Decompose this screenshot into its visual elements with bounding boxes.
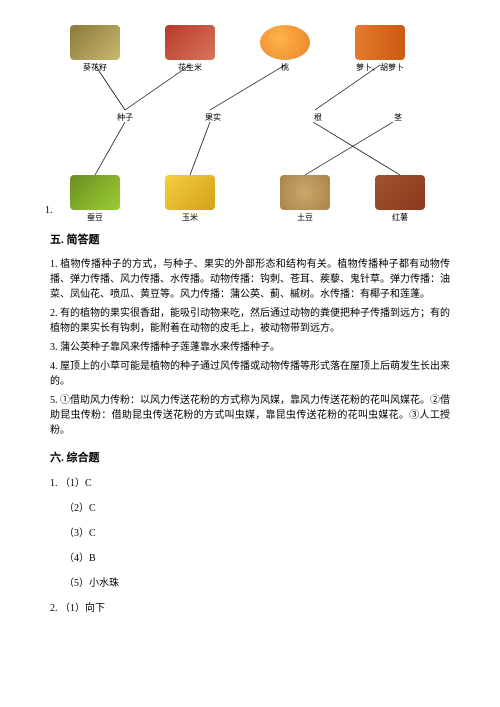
qa5-4: 4. 屋顶上的小草可能是植物的种子通过风传播或动物传播等形式落在屋顶上后萌发生长… [50, 359, 450, 389]
label-sweetpotato: 红薯 [370, 212, 430, 224]
img-peanut [165, 25, 215, 60]
q1-part2: （2）C [64, 501, 450, 516]
qa5-2: 2. 有的植物的果实很香甜，能吸引动物来吃，然后通过动物的粪便把种子传播到远方；… [50, 306, 450, 336]
img-peach [260, 25, 310, 60]
q1-answer-1: （1）C [60, 478, 92, 489]
q1-part3: （3）C [64, 526, 450, 541]
q1-part5: （5）小水珠 [64, 576, 450, 591]
img-sunflower-seed [70, 25, 120, 60]
q1-num: 1. [50, 478, 58, 489]
qa5-5: 5. ①借助风力传粉：以风力传送花粉的方式称为风媒，靠风力传送花粉的花叫风媒花。… [50, 393, 450, 438]
img-potato [280, 175, 330, 210]
img-sweetpotato [375, 175, 425, 210]
img-broadbean [70, 175, 120, 210]
q1-part1: 1. （1）C [50, 476, 450, 491]
img-corn [165, 175, 215, 210]
qa5-3: 3. 蒲公英种子靠风来传播种子莲蓬靠水来传播种子。 [50, 340, 450, 355]
question-number-1: 1. [45, 203, 53, 218]
category-stem: 茎 [383, 112, 413, 124]
label-broadbean: 蚕豆 [65, 212, 125, 224]
label-sunflower-seed: 葵花籽 [65, 62, 125, 74]
category-fruit: 果实 [198, 112, 228, 124]
label-corn: 玉米 [160, 212, 220, 224]
category-root: 根 [303, 112, 333, 124]
q1-part4: （4）B [64, 551, 450, 566]
classification-diagram: 葵花籽 花生米 桃 萝卜、胡萝卜 种子 果实 根 茎 蚕豆 玉米 土豆 红薯 1… [50, 20, 450, 220]
img-carrot [355, 25, 405, 60]
section6-title: 六. 综合题 [50, 450, 450, 467]
qa5-1: 1. 植物传播种子的方式，与种子、果实的外部形态和结构有关。植物传播种子都有动物… [50, 257, 450, 302]
category-seed: 种子 [110, 112, 140, 124]
label-peach: 桃 [255, 62, 315, 74]
label-carrot: 萝卜、胡萝卜 [350, 62, 410, 74]
section5-title: 五. 简答题 [50, 232, 450, 249]
q2-part1: 2. （1）向下 [50, 601, 450, 616]
label-potato: 土豆 [275, 212, 335, 224]
label-peanut: 花生米 [160, 62, 220, 74]
